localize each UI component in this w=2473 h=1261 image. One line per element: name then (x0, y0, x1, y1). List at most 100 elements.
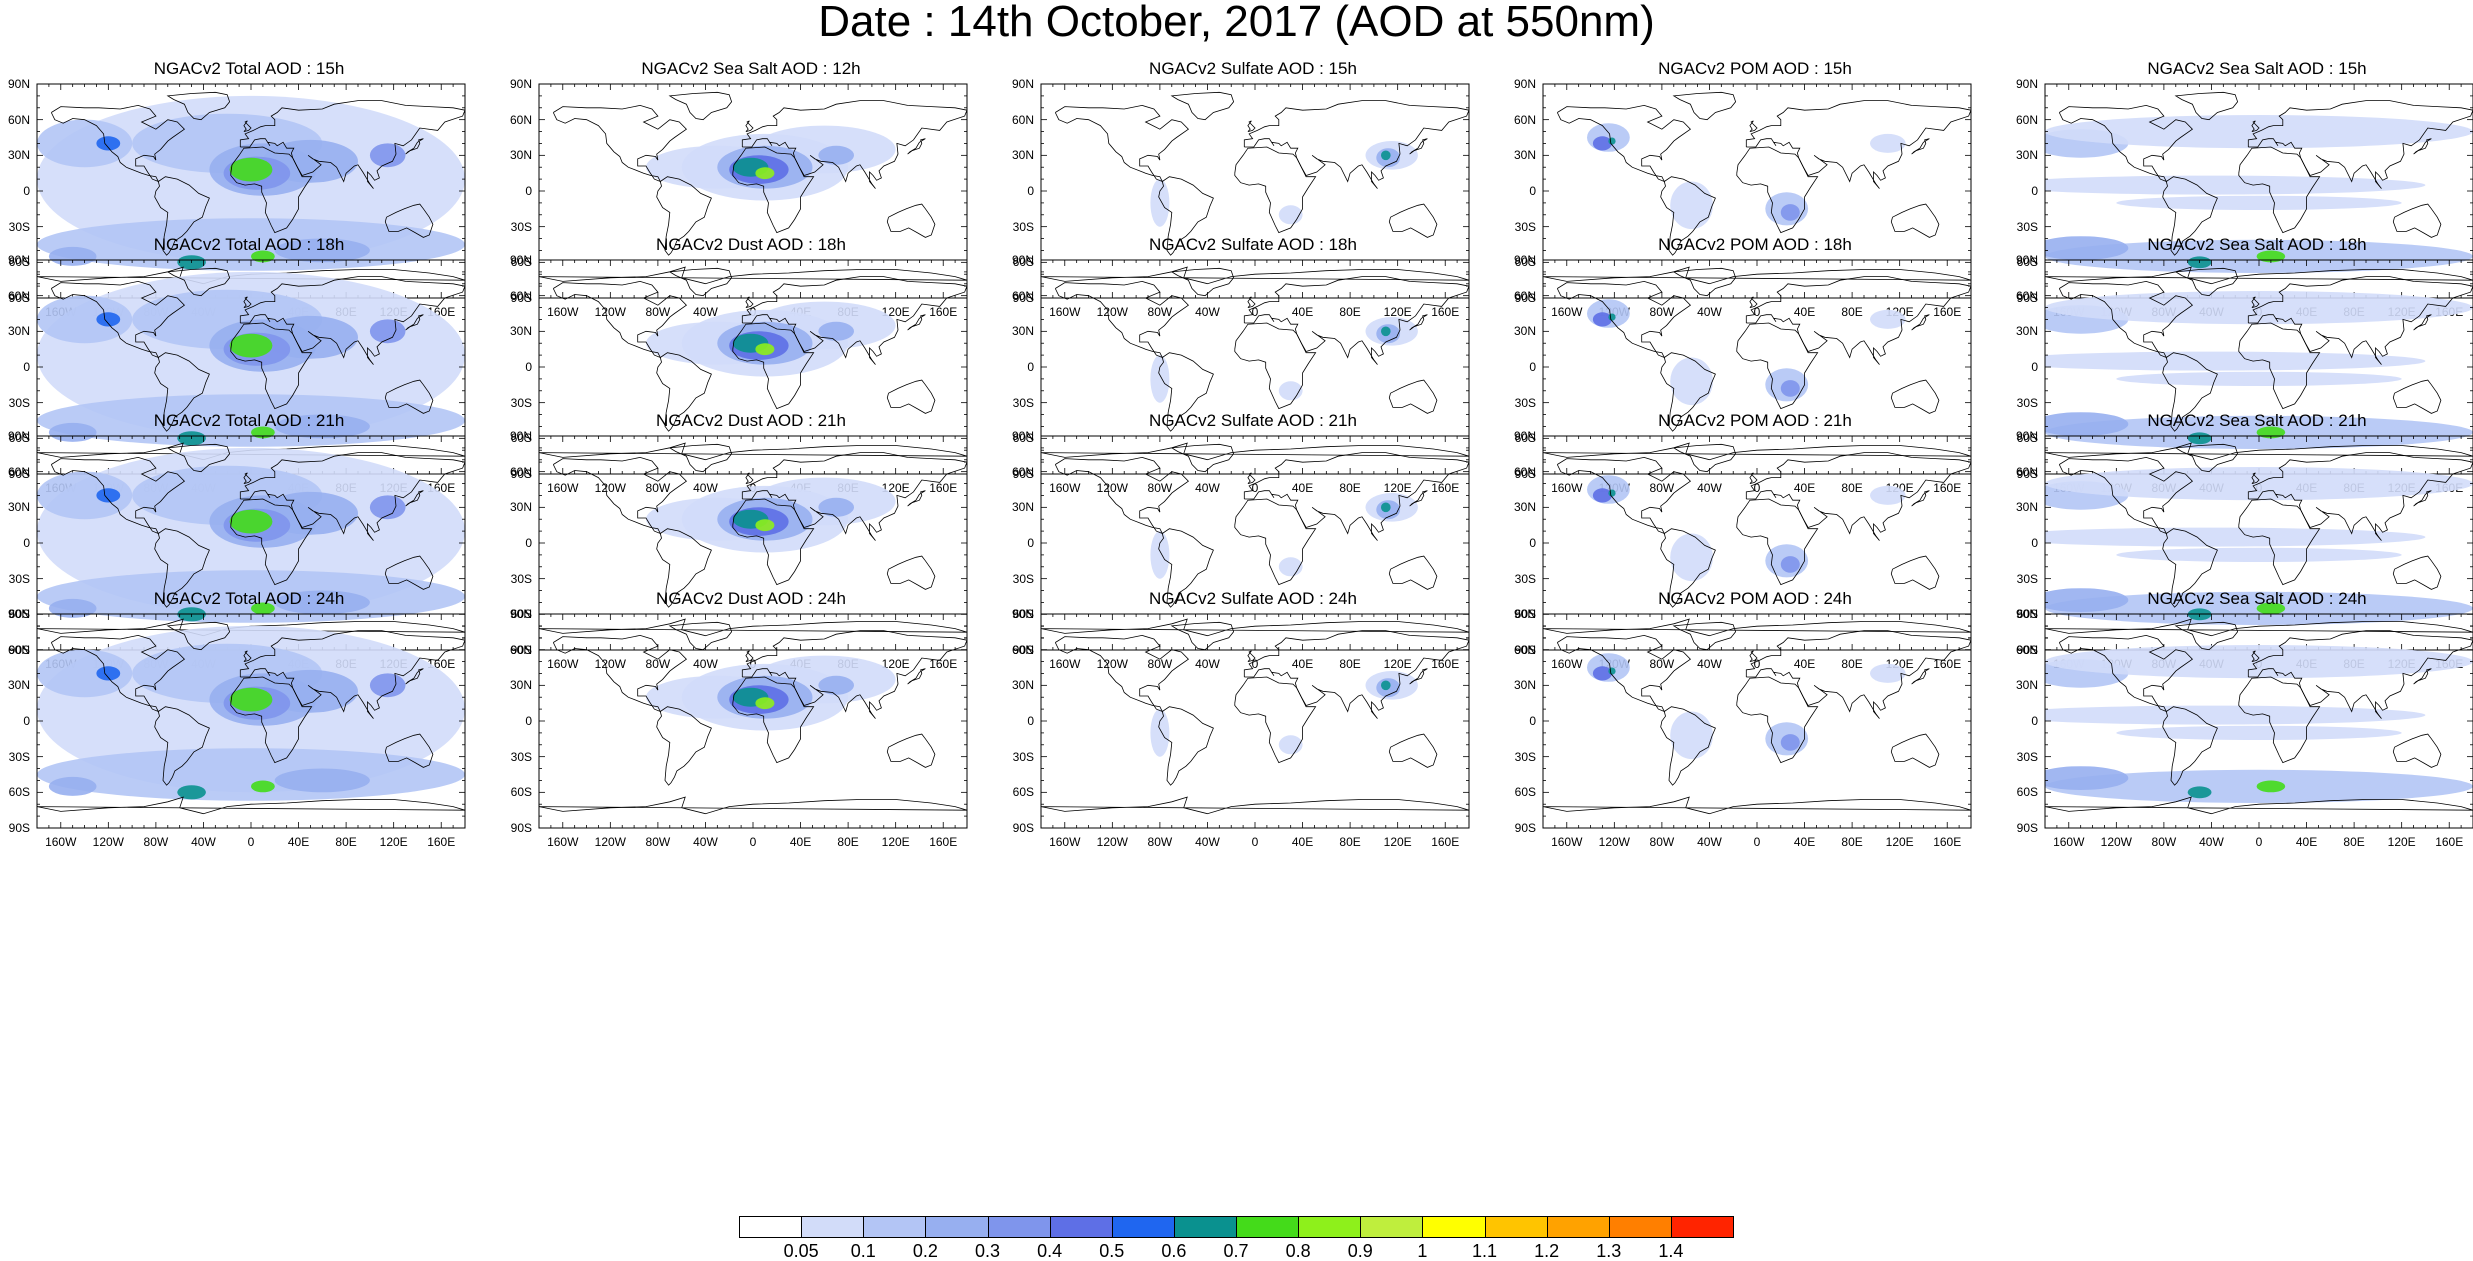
lon-tick-label: 120E (379, 835, 408, 849)
map-panel: NGACv2 Sea Salt AOD : 12h 90N 60N 30N 0 30S 60… (502, 60, 1000, 332)
world-map (1542, 259, 1972, 475)
coastline (2251, 472, 2260, 484)
aod-region (2045, 412, 2129, 436)
coastline (2058, 456, 2194, 535)
coastline (1543, 266, 1971, 285)
lat-tick-label: 90S (8, 467, 30, 481)
coastline (1672, 91, 1737, 121)
map-panel: NGACv2 Dust AOD : 18h 90N 60N 30N 0 30S 60S 90S… (502, 236, 1000, 508)
lat-tick-label: 60S (8, 785, 30, 800)
lat-tick-label: 60N (1011, 464, 1034, 479)
world-map (36, 83, 466, 299)
lat-tick-label: 30S (2016, 395, 2038, 410)
aod-region (1780, 734, 1800, 751)
lon-tick-label: 40W (1195, 305, 1220, 319)
panel-title: NGACv2 Sulfate AOD : 24h (1149, 589, 1357, 608)
coastline (2162, 528, 2218, 608)
aod-region (1150, 179, 1170, 227)
coastline (384, 379, 434, 414)
coastline (907, 490, 926, 507)
lat-tick-label: 90S (2016, 643, 2038, 657)
lat-tick-label: 60N (2015, 464, 2038, 479)
lat-tick-label: 60N (1011, 112, 1034, 127)
lat-tick-label: 90N (2015, 607, 2038, 621)
colorbar-label: 0.05 (783, 1241, 819, 1261)
lon-tick-label: 160W (547, 305, 579, 319)
coastline (1556, 280, 1692, 359)
aod-region (1870, 133, 1906, 153)
lon-tick-label: 0 (1251, 657, 1259, 671)
aod-region (818, 321, 854, 341)
colorbar-swatch (1360, 1216, 1424, 1238)
lat-tick-label: 0 (525, 536, 532, 550)
coastline (2238, 498, 2321, 586)
coastline (2251, 120, 2260, 132)
map-frame: 90N 60N 30N 0 30S 60S 90S 160W 120W 80W 40W 0 40E 80E… (8, 608, 466, 848)
coastline (886, 555, 936, 590)
lat-tick-label: 0 (23, 536, 30, 550)
lat-tick-label: 30N (1513, 148, 1536, 163)
aod-region (1381, 150, 1391, 161)
coastline (1672, 621, 1737, 651)
aod-region (2256, 780, 2286, 793)
coastline (405, 138, 424, 155)
aod-region (48, 776, 97, 796)
lon-tick-label: 160W (547, 657, 579, 671)
colorbar-label: 0.5 (1099, 1241, 1125, 1261)
lon-tick-label: 40E (1291, 657, 1314, 671)
lon-tick-label: 40E (1793, 305, 1816, 319)
colorbar-label: 1.2 (1534, 1241, 1560, 1261)
colorbar-label: 0.7 (1223, 1241, 1249, 1261)
aod-region (2256, 250, 2286, 263)
aod-region (1870, 663, 1906, 683)
coastline (1736, 498, 1819, 586)
lon-tick-label: 80W (1147, 835, 1173, 849)
lat-tick-label: 60S (510, 607, 532, 622)
coastline (1749, 296, 1758, 308)
lon-tick-label: 80W (1147, 305, 1173, 319)
coastline (384, 733, 434, 768)
lon-tick-label: 120E (881, 657, 910, 671)
lat-tick-label: 60N (509, 288, 532, 303)
lat-tick-label: 60S (1514, 431, 1536, 446)
world-map (1542, 613, 1972, 829)
lat-tick-label: 30N (1011, 678, 1034, 693)
map-panel: NGACv2 POM AOD : 21h 90N 60N 30N 0 30S 60S 90S 1… (1506, 412, 2004, 684)
lon-tick-label: 160E (1431, 835, 1460, 849)
lon-tick-label: 80E (1841, 657, 1863, 671)
coastline (1170, 443, 1235, 473)
coastline (1736, 676, 1819, 764)
lat-tick-label: 0 (2031, 184, 2038, 198)
lat-tick-label: 30S (8, 749, 30, 764)
lon-tick-label: 120W (594, 481, 626, 495)
coastline (1243, 276, 1469, 365)
coastline (656, 176, 712, 256)
aod-region (2045, 175, 2426, 195)
lon-tick-label: 40W (693, 305, 718, 319)
lon-tick-label: 160E (1431, 657, 1460, 671)
coastline (1041, 442, 1469, 461)
lat-tick-label: 0 (23, 360, 30, 374)
lat-tick-label: 60N (509, 464, 532, 479)
aod-region (48, 598, 97, 618)
coastline (2413, 668, 2432, 685)
coastline (1911, 490, 1930, 507)
aod-region (369, 143, 406, 168)
lat-tick-label: 30S (1012, 749, 1034, 764)
coastline (1158, 176, 1214, 256)
lat-tick-label: 60S (510, 785, 532, 800)
panel-title: NGACv2 Total AOD : 18h (153, 235, 345, 254)
lat-tick-label: 30N (1011, 148, 1034, 163)
aod-region (251, 780, 275, 793)
lon-tick-label: 160W (45, 835, 77, 849)
coastline (907, 668, 926, 685)
world-map (1040, 435, 1470, 651)
panel-title: NGACv2 Sea Salt AOD : 21h (2147, 411, 2367, 430)
lon-tick-label: 40W (693, 835, 718, 849)
lat-tick-label: 60N (1011, 642, 1034, 657)
coastline (154, 352, 210, 432)
aod-region (2116, 371, 2402, 386)
lon-tick-label: 120W (1096, 835, 1128, 849)
lat-tick-label: 30N (509, 324, 532, 339)
